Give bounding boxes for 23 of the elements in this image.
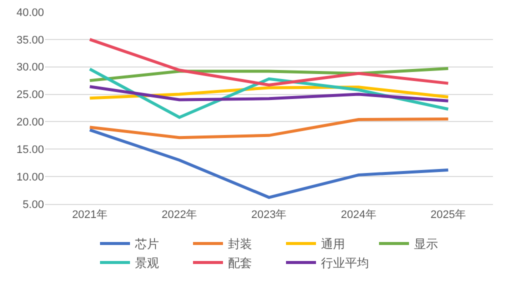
legend-label: 景观 bbox=[135, 256, 159, 270]
x-tick-label: 2021年 bbox=[72, 209, 108, 222]
legend-label: 芯片 bbox=[134, 237, 159, 252]
line-series bbox=[88, 117, 450, 140]
legend-label: 行业平均 bbox=[321, 256, 369, 270]
legend-label: 配套 bbox=[228, 256, 252, 270]
x-tick-label: 2023年 bbox=[251, 209, 287, 222]
legend-label: 显示 bbox=[414, 237, 438, 252]
legend-label: 通用 bbox=[321, 237, 345, 252]
y-tick-label: 15.00 bbox=[16, 144, 44, 156]
y-tick-label: 40.00 bbox=[16, 6, 44, 19]
legend-label: 封装 bbox=[228, 237, 252, 252]
y-tick-label: 20.00 bbox=[16, 116, 44, 129]
y-tick-label: 25.00 bbox=[16, 89, 44, 102]
y-tick-label: 30.00 bbox=[16, 62, 44, 74]
y-tick-label: 35.00 bbox=[16, 34, 44, 46]
line-series bbox=[88, 38, 450, 86]
x-tick-label: 2024年 bbox=[340, 209, 376, 222]
x-tick-label: 2022年 bbox=[162, 209, 198, 222]
y-tick-label: 5.00 bbox=[22, 198, 44, 211]
y-tick-label: 10.00 bbox=[16, 171, 44, 184]
x-tick-label: 2025年 bbox=[430, 209, 466, 222]
line-series bbox=[88, 128, 450, 199]
